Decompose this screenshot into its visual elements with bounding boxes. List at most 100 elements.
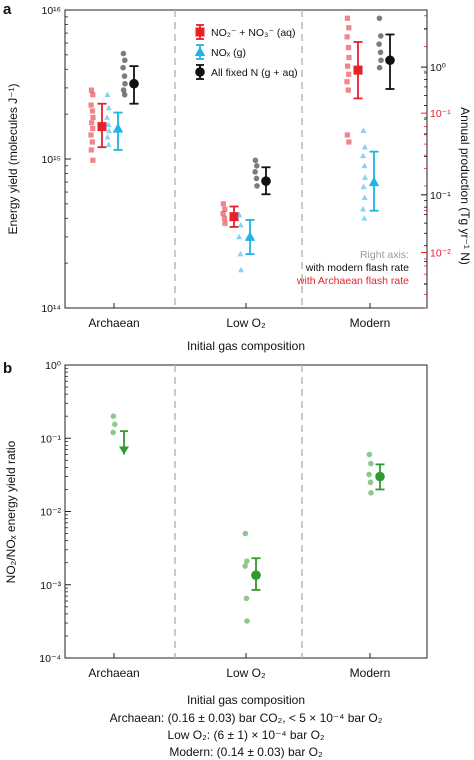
y-tick-label: 10⁰ [45, 360, 61, 372]
data-point [222, 220, 228, 226]
mean-marker [353, 65, 363, 75]
panel-a-ylabel: Energy yield (molecules J⁻¹) [6, 83, 20, 234]
data-point [122, 80, 128, 87]
panel-a-note-3: with Archaean flash rate [296, 275, 409, 287]
x-tick-label-1: Archaean [88, 666, 139, 680]
panel-b-plot-area [64, 364, 428, 659]
data-point [88, 87, 94, 93]
legend-label-2: NOₓ (g) [211, 47, 246, 59]
x-tick-label-3: Modern [350, 666, 391, 680]
panel-a-right-ticks: 10⁰ 10⁻¹ 10⁻¹ 10⁻² [421, 15, 451, 309]
panel-b-ylabel: NO₂/NOₓ energy yield ratio [4, 440, 18, 583]
panel-a-y2label: Annual production (Tg yr⁻¹ N) [458, 107, 472, 265]
data-point [236, 233, 243, 240]
data-point [254, 183, 260, 189]
data-point [122, 57, 128, 64]
data-point [104, 134, 111, 140]
data-point [376, 64, 383, 71]
data-point [360, 127, 367, 133]
panel-b-y-ticks: 10⁻⁴ 10⁻³ 10⁻² 10⁻¹ 10⁰ [39, 360, 71, 665]
data-point [105, 104, 112, 111]
data-point [88, 132, 94, 138]
data-point [243, 595, 250, 602]
mean-marker [97, 122, 107, 132]
data-point [346, 71, 352, 77]
x-tick-label-2: Low O₂ [226, 666, 266, 680]
legend-label-3: All fixed N (g + aq) [211, 67, 298, 79]
data-point [237, 250, 244, 257]
data-point [367, 479, 374, 486]
data-point [378, 33, 384, 39]
data-point [344, 15, 350, 21]
data-point [120, 64, 126, 71]
mean-marker [129, 78, 139, 89]
data-point [253, 163, 260, 169]
panel-b-data [110, 413, 385, 624]
x-tick-label-3: Modern [350, 316, 391, 330]
panel-a-note-1: Right axis: [360, 249, 409, 261]
panel-b-caption-1: Archaean: (0.16 ± 0.03) bar CO₂, < 5 × 1… [110, 711, 383, 725]
data-point [121, 73, 128, 79]
data-point [361, 194, 368, 200]
y-tick-label: 10¹⁵ [41, 154, 61, 166]
panel-a-xlabel: Initial gas composition [187, 339, 305, 353]
data-point [89, 139, 95, 145]
panel-a-y-ticks: 10¹⁴ 10¹⁵ 10¹⁶ [41, 5, 71, 315]
data-point [89, 108, 96, 114]
data-point [344, 79, 350, 85]
mean-marker [112, 123, 124, 133]
panel-b-label: b [3, 360, 12, 377]
data-point [244, 618, 250, 624]
data-point [360, 206, 366, 212]
data-point [360, 183, 367, 190]
panel-b-caption-3: Modern: (0.14 ± 0.03) bar O₂ [169, 745, 323, 759]
y-tick-label: 10¹⁴ [41, 303, 61, 315]
data-point [362, 174, 368, 180]
data-point [344, 34, 350, 40]
data-point [244, 558, 250, 564]
mean-marker [244, 231, 256, 241]
data-point [104, 91, 111, 98]
data-point [220, 211, 226, 217]
data-point [237, 221, 244, 228]
panel-b-x-ticks: Archaean Low O₂ Modern [88, 653, 390, 680]
data-point [105, 121, 112, 127]
data-point [360, 152, 367, 159]
panel-a-note-2: with modern flash rate [305, 262, 409, 274]
data-point [368, 490, 374, 496]
data-point [346, 25, 352, 31]
data-point [366, 471, 372, 478]
right-red-tick-label: 10⁻¹ [430, 108, 451, 120]
upper-limit-arrow [119, 446, 129, 455]
data-point [345, 87, 351, 93]
mean-marker [251, 570, 261, 581]
data-point [345, 44, 352, 51]
data-point [105, 141, 112, 147]
right-tick-label: 10⁰ [430, 62, 446, 74]
legend-label-1: NO₂⁻ + NO₃⁻ (aq) [211, 27, 296, 39]
data-point [253, 175, 260, 182]
data-point [236, 211, 243, 218]
panel-a-label: a [3, 1, 12, 18]
data-point [346, 139, 352, 145]
data-point [90, 92, 96, 98]
panel-a-x-ticks: Archaean Low O₂ Modern [88, 303, 390, 330]
mean-marker [385, 55, 395, 66]
data-point [222, 206, 228, 212]
data-point [346, 54, 352, 61]
data-point [112, 421, 118, 428]
panel-a-separators [174, 10, 303, 308]
mean-marker [229, 212, 239, 222]
data-point [345, 63, 351, 69]
data-point [220, 201, 226, 207]
data-point [238, 266, 244, 273]
data-point [366, 451, 373, 458]
data-point [242, 530, 249, 537]
panel-a-data [88, 15, 395, 273]
data-point [89, 120, 95, 126]
data-point [252, 169, 258, 175]
y-tick-label: 10⁻¹ [40, 433, 61, 445]
panel-b-separators [174, 365, 303, 658]
data-point [376, 41, 382, 47]
